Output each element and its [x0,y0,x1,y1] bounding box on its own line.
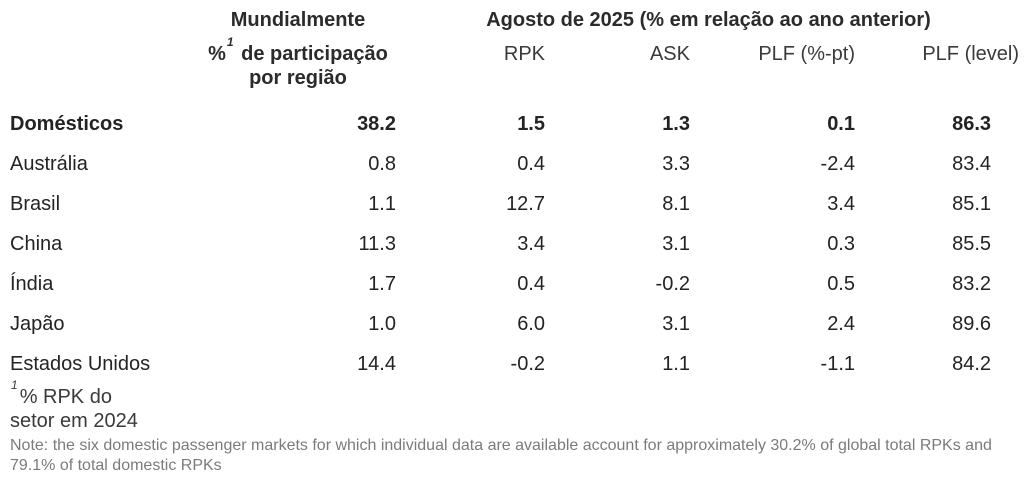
ask-cell: 3.3 [662,153,690,175]
empty-corner-cell [0,0,200,40]
table-row-domesticos: Domésticos 38.2 1.5 1.3 0.1 86.3 [0,104,1021,144]
plf-level-column-header: PLF (level) [922,43,1020,65]
ask-column-header: ASK [649,43,690,65]
footnote-marker-superscript: 1 [11,378,18,393]
table-row-india: Índia 1.7 0.4 -0.2 0.5 83.2 [0,264,1021,304]
share-column-header: %1 de participação por região [200,36,396,104]
table-row-australia: Austrália 0.8 0.4 3.3 -2.4 83.4 [0,144,1021,184]
row-label: Domésticos [10,113,124,135]
table-row-japao: Japão 1.0 6.0 3.1 2.4 89.6 [0,304,1021,344]
ask-cell: 3.1 [662,313,690,335]
table-row-estados-unidos: Estados Unidos 14.4 -0.2 1.1 -1.1 84.2 [0,344,1021,384]
rpk-cell: 12.7 [506,193,545,215]
row-label: Austrália [10,153,88,175]
share-header-line1: de participação [241,43,388,65]
row-label: China [10,233,63,255]
plf-level-cell: 85.5 [952,233,992,255]
source-note: Note: the six domestic passenger markets… [10,437,992,474]
empty-corner-cell [0,40,200,104]
footnote-line-2: setor em 2024 [10,410,138,432]
row-label: Estados Unidos [10,353,151,375]
plf-level-cell: 85.1 [952,193,992,215]
plf-level-cell: 83.4 [952,153,992,175]
share-cell: 14.4 [357,353,396,375]
rpk-cell: 6.0 [517,313,545,335]
rpk-column-header: RPK [503,43,545,65]
plf-pt-cell: 0.3 [827,233,855,255]
rpk-cell: 3.4 [517,233,545,255]
share-cell: 0.8 [368,153,396,175]
ask-cell: 1.3 [662,113,690,135]
plf-pt-cell: 3.4 [827,193,855,215]
footnote-line-1: 1% RPK do [10,379,1024,409]
header-group-row: Mundialmente Agosto de 2025 (% em relaçã… [0,0,1021,40]
column-header-row: %1 de participação por região RPK ASK PLF… [0,36,1021,104]
share-cell: 38.2 [357,113,396,135]
plf-pt-cell: 0.1 [827,113,855,135]
share-cell: 1.0 [368,313,396,335]
plf-level-cell: 86.3 [952,113,992,135]
period-group-header: Agosto de 2025 (% em relação ao ano ante… [486,9,931,31]
ask-cell: 3.1 [662,233,690,255]
table-body: Domésticos 38.2 1.5 1.3 0.1 86.3 Austrál… [0,104,1021,384]
ask-cell: -0.2 [655,273,690,295]
row-label: Japão [10,313,65,335]
plf-pt-cell: -1.1 [820,353,855,375]
table-row-brasil: Brasil 1.1 12.7 8.1 3.4 85.1 [0,184,1021,224]
rpk-cell: 1.5 [517,113,545,135]
footnote-text-line1: % RPK do [19,386,112,408]
share-cell: 1.7 [368,273,396,295]
footnote-marker-superscript: 1 [226,35,234,50]
share-cell: 1.1 [368,193,396,215]
share-header-line2: por região [249,67,347,89]
ask-cell: 8.1 [662,193,690,215]
row-label: Brasil [10,193,61,215]
plf-level-cell: 83.2 [952,273,992,295]
table-header: Mundialmente Agosto de 2025 (% em relaçã… [0,0,1021,104]
rpk-cell: 0.4 [517,273,545,295]
ask-cell: 1.1 [662,353,690,375]
share-cell: 11.3 [358,233,396,255]
row-label: Índia [10,273,54,295]
plf-pt-cell: 2.4 [827,313,855,335]
plf-pt-cell: -2.4 [820,153,855,175]
domestic-markets-table: Mundialmente Agosto de 2025 (% em relaçã… [0,0,1021,384]
plf-level-cell: 84.2 [952,353,992,375]
plf-level-cell: 89.6 [952,313,992,335]
rpk-cell: 0.4 [517,153,545,175]
worldwide-group-header: Mundialmente [230,9,366,31]
plf-pt-cell: 0.5 [827,273,855,295]
share-pct-symbol: % [208,43,226,65]
rpk-cell: -0.2 [510,353,545,375]
table-row-china: China 11.3 3.4 3.1 0.3 85.5 [0,224,1021,264]
table-footnote: 1% RPK do setor em 2024 [10,379,1024,433]
plf-pt-column-header: PLF (%-pt) [758,43,855,65]
